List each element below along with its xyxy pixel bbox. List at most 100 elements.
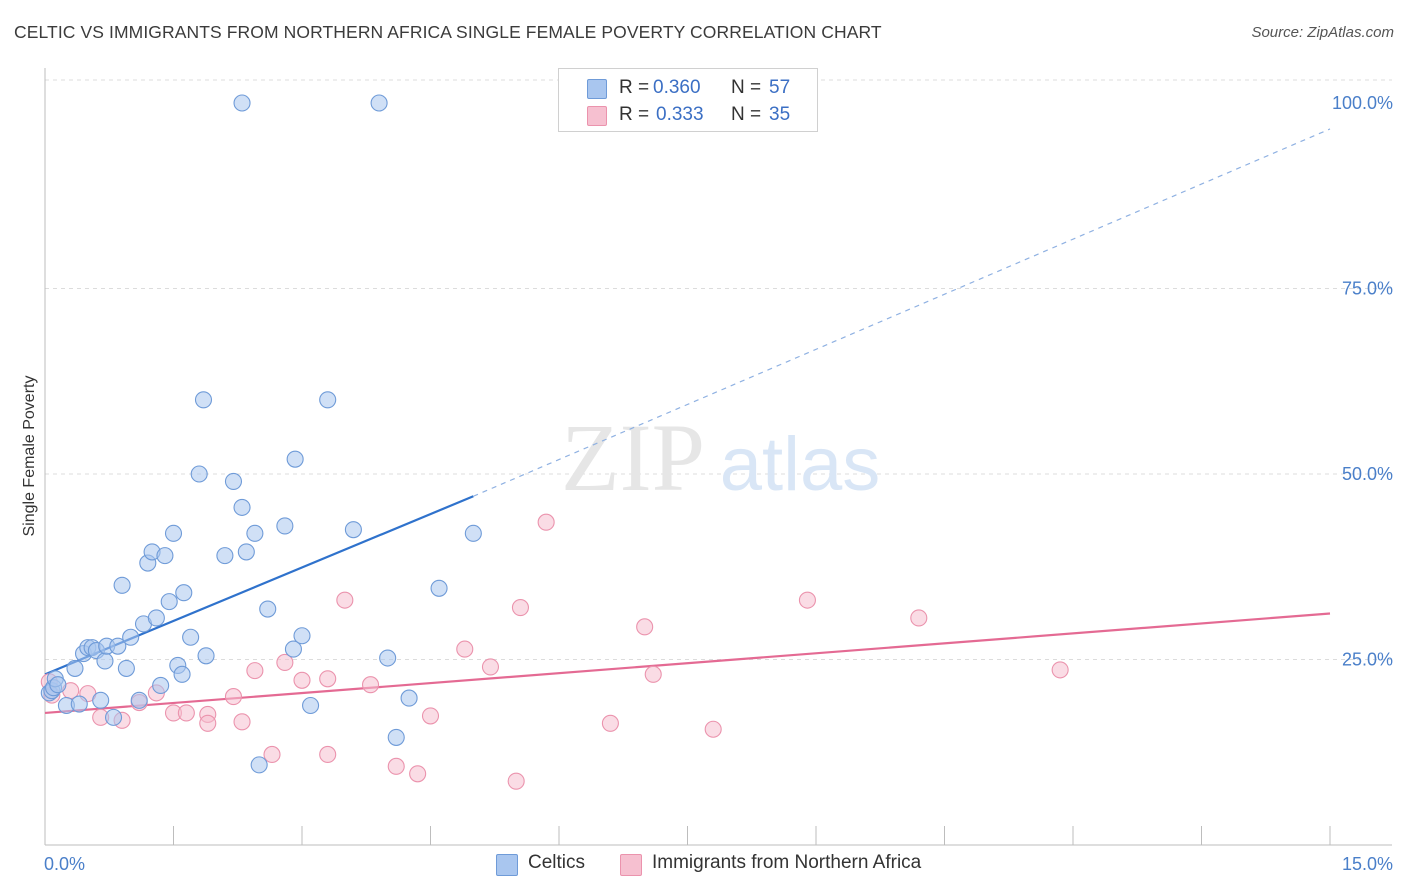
immigrants-point [224, 688, 243, 706]
x-tick-label: 0.0% [44, 854, 85, 874]
celtics-point [104, 708, 123, 726]
grid-lines [45, 79, 1392, 660]
celtics-point [117, 659, 135, 677]
immigrants-point [246, 662, 264, 680]
immigrants-point [601, 714, 619, 732]
immigrants-point [704, 720, 722, 738]
celtics-point [237, 543, 255, 561]
immigrants-swatch [587, 106, 607, 126]
celtics-point [156, 547, 174, 565]
immigrants-point [199, 714, 217, 732]
legend-r-label: R = [619, 77, 650, 98]
celtics-point [284, 640, 302, 658]
celtics-point [109, 637, 127, 655]
immigrants-point [293, 671, 311, 689]
immigrants-point [636, 618, 654, 636]
watermark-zip: ZIP [561, 404, 705, 511]
legend-n-label: N = [731, 77, 762, 98]
x-tick-labels: 0.0% 15.0% [44, 854, 1393, 874]
correlation-legend: R = 0.360 N = 57 R = 0.333 N = 35 [558, 68, 818, 132]
celtics-point [344, 521, 362, 539]
y-tick-label: 50.0% [1342, 464, 1393, 484]
immigrants-point [644, 665, 662, 683]
celtics-point [152, 676, 170, 695]
celtics-point [122, 628, 140, 646]
celtics-point [147, 609, 165, 627]
watermark: ZIP atlas [561, 404, 880, 511]
celtics-point [175, 584, 193, 602]
celtics-point [400, 689, 418, 707]
immigrants-point [456, 640, 474, 658]
legend-row-immigrants: R = 0.333 N = 35 [559, 102, 817, 128]
celtics-point [197, 647, 215, 665]
celtics-point [66, 659, 84, 677]
celtics-point [233, 94, 251, 112]
immigrants-legend-swatch [620, 854, 642, 876]
immigrants-point [1051, 661, 1069, 679]
immigrants-point [177, 704, 195, 722]
immigrants-point [481, 658, 500, 676]
immigrants-point [319, 745, 337, 764]
y-tick-label: 75.0% [1342, 279, 1393, 299]
celtics-point [130, 691, 148, 709]
immigrants-point [319, 670, 337, 688]
celtics-point [430, 579, 448, 597]
celtics-point [173, 665, 191, 683]
y-tick-labels: 25.0% 50.0% 75.0% 100.0% [1332, 93, 1393, 670]
legend-r-value: 0.333 [656, 104, 704, 125]
immigrants-point [798, 591, 816, 609]
immigrants-point [336, 591, 354, 609]
celtics-legend-swatch [496, 854, 518, 876]
legend-n-value: 57 [769, 77, 791, 98]
watermark-atlas: atlas [720, 422, 881, 507]
y-tick-label: 25.0% [1342, 650, 1393, 670]
immigrants-point [361, 676, 380, 694]
immigrants-point [276, 653, 294, 672]
immigrants-point [263, 745, 281, 764]
celtics-point [246, 524, 264, 542]
celtics-point [293, 627, 311, 645]
celtics-point [387, 728, 405, 746]
y-tick-label: 100.0% [1332, 93, 1393, 113]
immigrants-point [511, 599, 530, 617]
celtics-point [164, 524, 183, 542]
immigrants-point [409, 765, 427, 783]
legend-r-value: 0.360 [653, 77, 701, 98]
celtics-point [96, 652, 114, 670]
celtics-point [113, 576, 131, 594]
celtics-point [276, 517, 294, 535]
celtics-point [319, 391, 337, 409]
data-points [40, 94, 1069, 790]
celtics-point [194, 391, 213, 409]
celtics-point [216, 547, 234, 565]
celtics-swatch [587, 79, 607, 99]
celtics-point [259, 600, 277, 618]
celtics-point [464, 524, 482, 542]
immigrants-point [910, 609, 928, 627]
celtics-point [286, 450, 304, 468]
x-tick-label: 15.0% [1342, 854, 1393, 874]
celtics-legend-label: Celtics [528, 852, 586, 873]
celtics-point [160, 593, 178, 611]
chart-title: CELTIC VS IMMIGRANTS FROM NORTHERN AFRIC… [14, 22, 882, 42]
immigrants-trend-line [44, 612, 1331, 715]
celtics-point [182, 628, 200, 646]
immigrants-point [233, 713, 251, 731]
legend-n-label: N = [731, 104, 762, 125]
celtics-point [250, 756, 268, 774]
celtics-point [49, 676, 67, 694]
source-credit: Source: ZipAtlas.com [1251, 24, 1394, 41]
legend-n-value: 35 [769, 104, 791, 125]
celtics-point [233, 498, 251, 516]
immigrants-legend-label: Immigrants from Northern Africa [652, 852, 922, 873]
legend-row-celtics: R = 0.360 N = 57 [559, 75, 817, 101]
immigrants-point [507, 772, 525, 790]
celtics-point [190, 465, 208, 483]
axes [44, 68, 1392, 846]
immigrants-point [421, 707, 440, 725]
celtics-point [379, 649, 397, 667]
immigrants-point [537, 513, 555, 531]
celtics-point [224, 472, 243, 490]
immigrants-point [387, 757, 405, 775]
